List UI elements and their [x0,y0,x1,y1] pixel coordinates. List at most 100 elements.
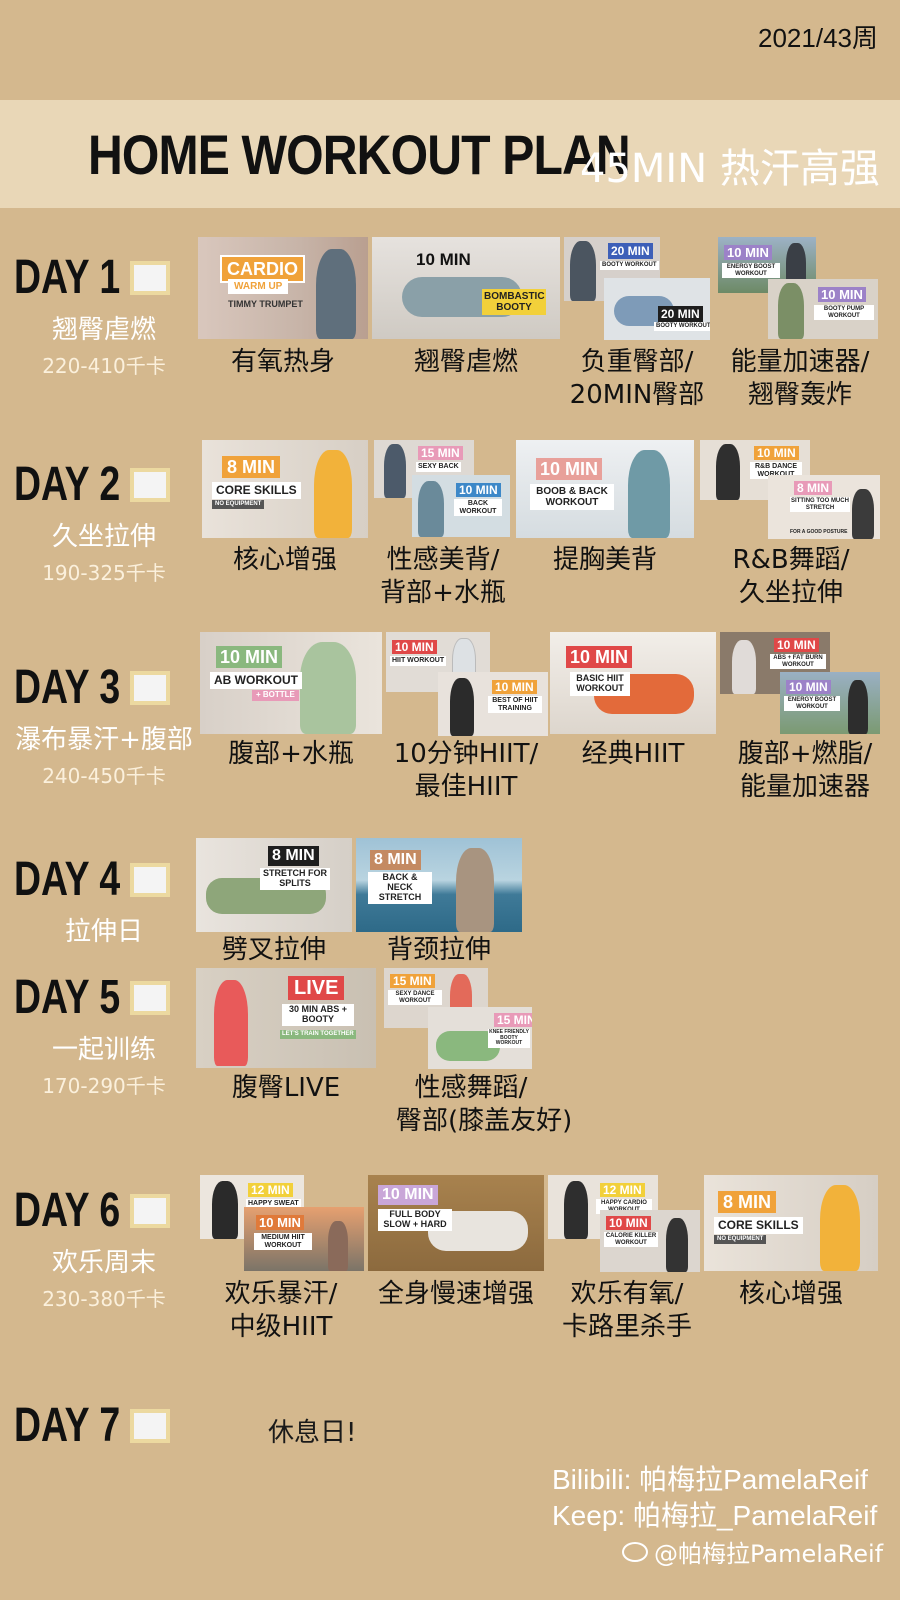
checkbox[interactable] [130,670,170,705]
workout-note: LET'S TRAIN TOGETHER [280,1030,356,1039]
video-thumbnail-knee-friendly[interactable]: 15 MIN KNEE FRIENDLY BOOTY WORKOUT [428,1007,532,1069]
athlete-figure [214,980,248,1066]
duration-badge: 8 MIN [718,1191,777,1213]
video-thumbnail-core-skills-2[interactable]: 8 MIN CORE SKILLS NO EQUIPMENT [704,1175,878,1271]
day-theme: 一起训练 [51,1035,156,1065]
day-label: DAY 5 [14,971,121,1024]
workout-title: BOOTY PUMP WORKOUT [814,305,874,321]
workout-caption: 腹部+燃脂/能量加速器 [737,739,873,802]
checkbox[interactable] [130,1408,170,1443]
duration-badge: 10 MIN [724,245,772,260]
workout-title: BOOTY WORKOUT [600,261,659,270]
day-theme: 拉伸日 [64,917,143,947]
day-calories: 220-410千卡 [42,354,166,378]
day-theme: 翘臀虐燃 [51,315,156,345]
day-3-block: DAY 3 瀑布暴汗+腹部 240-450千卡 [14,660,194,789]
duration-badge: 8 MIN [222,456,281,478]
video-thumbnail-cardio[interactable]: CARDIO WARM UP TIMMY TRUMPET [198,237,368,339]
workout-title: CALORIE KILLER WORKOUT [604,1232,658,1248]
athlete-figure [212,1181,238,1239]
video-thumbnail-stretch-splits[interactable]: 8 MIN STRETCH FOR SPLITS [196,838,352,932]
video-thumbnail-bombastic-booty[interactable]: 10 MIN BOMBASTIC BOOTY [372,237,560,339]
live-badge: LIVE [288,976,345,1000]
day-calories: 190-325千卡 [42,561,166,585]
video-thumbnail-booty-20min[interactable]: 20 MIN BOOTY WORKOUT [604,278,710,340]
duration-badge: 10 MIN [456,483,501,497]
day-label: DAY 2 [14,458,121,511]
workout-caption: 腹臀LIVE [231,1073,341,1103]
video-thumbnail-boob-back[interactable]: 10 MIN BOOB & BACK WORKOUT [516,440,694,538]
workout-note: NO EQUIPMENT [714,1235,767,1244]
workout-note: TIMMY TRUMPET [228,299,303,309]
day-5-block: DAY 5 一起训练 170-290千卡 [14,970,194,1099]
day-label: DAY 7 [14,1399,121,1452]
workout-title: BOMBASTIC BOOTY [482,289,546,315]
video-thumbnail-energy-boost-2[interactable]: 10 MIN ENERGY BOOST WORKOUT [780,672,880,734]
duration-badge: 10 MIN [416,250,471,269]
workout-title: BACK & NECK STRETCH [368,872,432,904]
day-1-block: DAY 1 翘臀虐燃 220-410千卡 [14,250,194,379]
weibo-icon [622,1541,648,1562]
workout-caption: 欢乐暴汗/中级HIIT [224,1279,338,1342]
checkbox[interactable] [130,467,170,502]
video-thumbnail-basic-hiit[interactable]: 10 MIN BASIC HIIT WORKOUT [550,632,716,734]
day-label: DAY 6 [14,1184,121,1237]
workout-caption: 提胸美背 [552,545,657,575]
workout-title: SEXY DANCE WORKOUT [388,990,442,1006]
header-banner: HOME WORKOUT PLAN 45MIN 热汗高强 [0,100,900,208]
keep-credit: Keep: 帕梅拉_PamelaReif [552,1500,878,1531]
workout-caption: 核心增强 [232,545,337,575]
duration-badge: 10 MIN [256,1215,304,1230]
workout-title: BOOTY WORKOUT [654,322,710,331]
day-label: DAY 4 [14,853,121,906]
video-thumbnail-sexy-back[interactable]: 15 MIN SEXY BACK [374,440,474,498]
video-thumbnail-full-body-slow[interactable]: 10 MIN FULL BODY SLOW + HARD [368,1175,544,1271]
workout-note: FOR A GOOD POSTURE [790,529,848,535]
duration-badge: 8 MIN [268,846,319,866]
video-thumbnail-ab-workout[interactable]: 10 MIN AB WORKOUT + BOTTLE [200,632,382,734]
workout-title: CORE SKILLS [212,482,301,500]
video-thumbnail-core-skills[interactable]: 8 MIN CORE SKILLS NO EQUIPMENT [202,440,368,538]
workout-title: WARM UP [228,279,289,294]
workout-title: SITTING TOO MUCH STRETCH [790,497,850,513]
workout-title: HIIT WORKOUT [390,656,447,666]
athlete-figure [450,678,474,736]
checkbox[interactable] [130,260,170,295]
workout-title: KNEE FRIENDLY BOOTY WORKOUT [488,1029,530,1048]
video-thumbnail-rnb-dance[interactable]: 10 MIN R&B DANCE WORKOUT [700,440,810,500]
athlete-figure [316,249,356,339]
workout-caption: 腹部+水瓶 [228,739,354,769]
bilibili-credit: Bilibili: 帕梅拉PamelaReif [552,1464,868,1495]
checkbox[interactable] [130,862,170,897]
day-2-block: DAY 2 久坐拉伸 190-325千卡 [14,457,194,586]
video-thumbnail-live-abs-booty[interactable]: LIVE 30 MIN ABS + BOOTY LET'S TRAIN TOGE… [196,968,376,1068]
athlete-figure [328,1221,348,1271]
athlete-figure [300,642,356,734]
duration-badge: 12 MIN [600,1183,645,1197]
day-calories: 170-290千卡 [42,1074,166,1098]
duration-badge: 10 MIN [606,1216,651,1230]
athlete-figure [418,481,444,537]
video-thumbnail-calorie-killer[interactable]: 10 MIN CALORIE KILLER WORKOUT [600,1210,700,1272]
workout-title: BEST OF HIIT TRAINING [488,696,542,714]
workout-caption: R&B舞蹈/久坐拉伸 [732,545,850,608]
page-title: HOME WORKOUT PLAN [88,123,631,186]
video-thumbnail-booty-pump[interactable]: 10 MIN BOOTY PUMP WORKOUT [768,279,878,339]
video-thumbnail-back-neck-stretch[interactable]: 8 MIN BACK & NECK STRETCH [356,838,522,932]
workout-title: HAPPY SWEAT [246,1199,301,1209]
video-thumbnail-medium-hiit[interactable]: 10 MIN MEDIUM HIIT WORKOUT [244,1207,364,1271]
video-thumbnail-back-workout[interactable]: 10 MIN BACK WORKOUT [412,475,510,537]
workout-title: BACK WORKOUT [454,499,502,517]
checkbox[interactable] [130,980,170,1015]
athlete-figure [716,444,740,500]
video-thumbnail-sitting-stretch[interactable]: 8 MIN SITTING TOO MUCH STRETCH FOR A GOO… [768,475,880,539]
duration-badge: 20 MIN [658,306,703,322]
workout-title: CORE SKILLS [714,1217,803,1235]
workout-caption: 能量加速器/翘臀轰炸 [730,347,870,410]
duration-badge: 10 MIN [818,287,866,302]
video-thumbnail-best-of-hiit[interactable]: 10 MIN BEST OF HIIT TRAINING [438,672,548,736]
workout-title: ENERGY BOOST WORKOUT [722,263,780,279]
checkbox[interactable] [130,1193,170,1228]
page-subtitle: 45MIN 热汗高强 [580,146,880,192]
duration-badge: CARDIO [220,255,305,283]
